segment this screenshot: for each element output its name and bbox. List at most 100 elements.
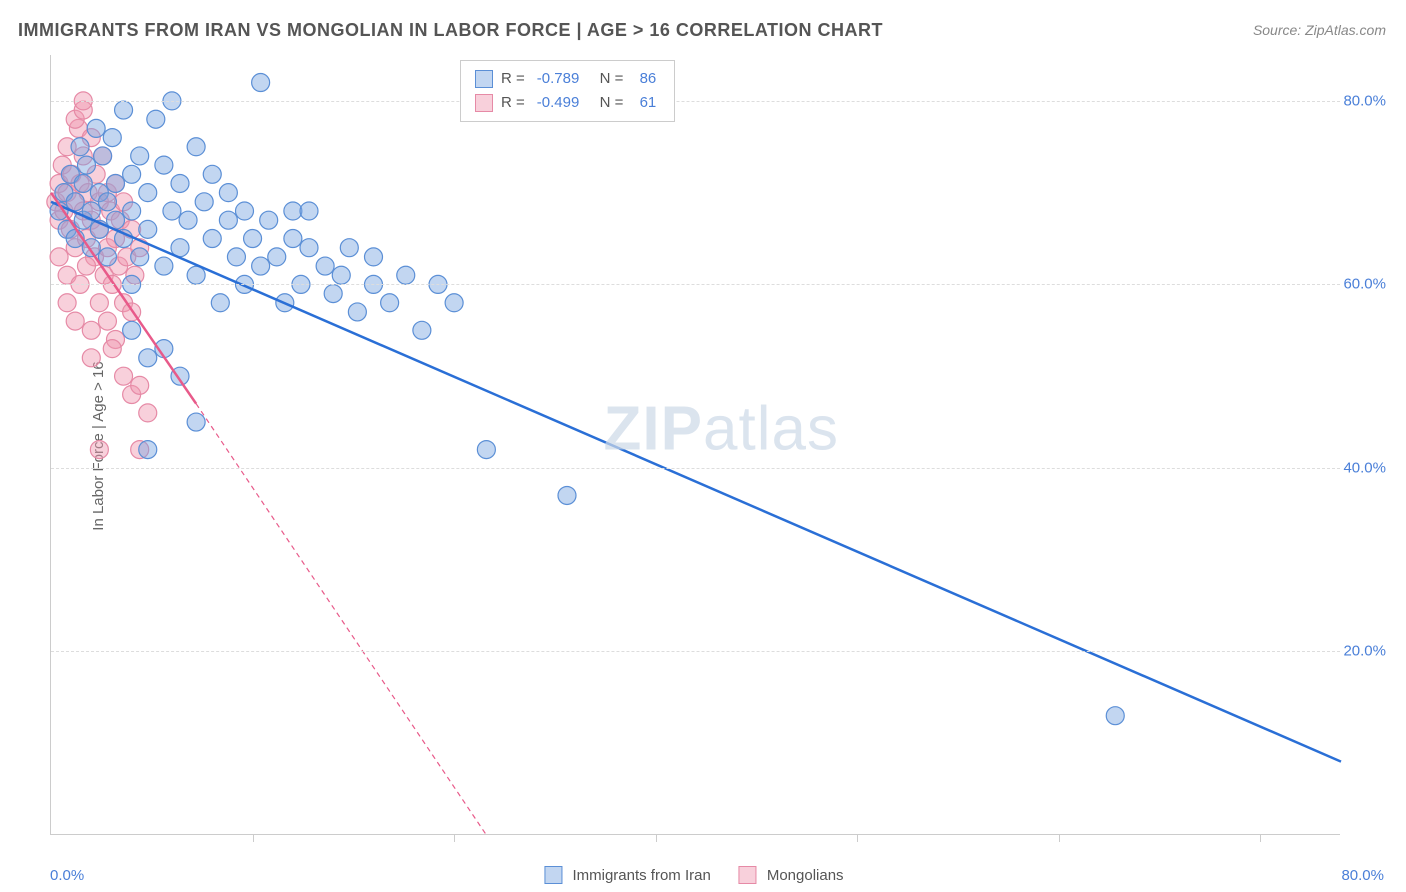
y-tick-label: 40.0% — [1343, 459, 1386, 476]
legend-swatch — [739, 866, 757, 884]
scatter-point — [203, 230, 221, 248]
scatter-point — [179, 211, 197, 229]
scatter-point — [77, 156, 95, 174]
scatter-point — [98, 248, 116, 266]
scatter-point — [211, 294, 229, 312]
x-axis-max-label: 80.0% — [1341, 867, 1384, 884]
x-tick — [253, 834, 254, 842]
scatter-point — [131, 248, 149, 266]
scatter-point — [324, 285, 342, 303]
scatter-point — [244, 230, 262, 248]
scatter-point — [300, 202, 318, 220]
legend-r-label: R = — [501, 91, 525, 115]
scatter-svg — [51, 55, 1341, 835]
scatter-point — [219, 184, 237, 202]
y-tick-label: 80.0% — [1343, 92, 1386, 109]
scatter-point — [87, 119, 105, 137]
scatter-point — [284, 230, 302, 248]
legend-row: R = -0.499 N = 61 — [475, 91, 660, 115]
scatter-point — [131, 376, 149, 394]
scatter-point — [163, 202, 181, 220]
scatter-point — [252, 257, 270, 275]
scatter-point — [381, 294, 399, 312]
grid-line — [51, 651, 1340, 652]
scatter-point — [123, 202, 141, 220]
trend-line — [51, 202, 1341, 762]
scatter-point — [103, 340, 121, 358]
scatter-point — [558, 486, 576, 504]
legend-swatch — [544, 866, 562, 884]
scatter-point — [365, 248, 383, 266]
scatter-point — [139, 220, 157, 238]
scatter-point — [227, 248, 245, 266]
x-tick — [454, 834, 455, 842]
scatter-point — [90, 441, 108, 459]
scatter-point — [74, 174, 92, 192]
legend-row: R = -0.789 N = 86 — [475, 67, 660, 91]
scatter-point — [252, 74, 270, 92]
scatter-point — [219, 211, 237, 229]
scatter-point — [94, 147, 112, 165]
scatter-point — [1106, 707, 1124, 725]
scatter-point — [236, 202, 254, 220]
scatter-point — [340, 239, 358, 257]
scatter-point — [268, 248, 286, 266]
scatter-point — [98, 193, 116, 211]
scatter-point — [397, 266, 415, 284]
scatter-point — [477, 441, 495, 459]
source-attribution: Source: ZipAtlas.com — [1253, 22, 1386, 38]
scatter-point — [103, 129, 121, 147]
scatter-point — [203, 165, 221, 183]
scatter-point — [98, 312, 116, 330]
legend-n-value: 61 — [635, 91, 656, 115]
x-tick — [1260, 834, 1261, 842]
scatter-point — [139, 184, 157, 202]
scatter-point — [147, 110, 165, 128]
y-tick-label: 60.0% — [1343, 276, 1386, 293]
correlation-legend: R = -0.789 N = 86 R = -0.499 N = 61 — [460, 60, 675, 122]
scatter-point — [77, 257, 95, 275]
scatter-point — [187, 138, 205, 156]
scatter-point — [82, 321, 100, 339]
legend-n-label: N = — [591, 91, 623, 115]
scatter-point — [195, 193, 213, 211]
chart-plot-area: ZIPatlas — [50, 55, 1340, 835]
legend-n-label: N = — [591, 67, 623, 91]
scatter-point — [445, 294, 463, 312]
scatter-point — [123, 165, 141, 183]
x-tick — [857, 834, 858, 842]
scatter-point — [300, 239, 318, 257]
legend-swatch — [475, 94, 493, 112]
scatter-point — [187, 266, 205, 284]
scatter-point — [139, 404, 157, 422]
scatter-point — [348, 303, 366, 321]
scatter-point — [58, 294, 76, 312]
x-tick — [1059, 834, 1060, 842]
scatter-point — [131, 147, 149, 165]
scatter-point — [50, 248, 68, 266]
series-legend: Immigrants from IranMongolians — [544, 866, 861, 884]
scatter-point — [413, 321, 431, 339]
scatter-point — [107, 174, 125, 192]
grid-line — [51, 468, 1340, 469]
grid-line — [51, 101, 1340, 102]
legend-r-value: -0.499 — [537, 91, 580, 115]
grid-line — [51, 284, 1340, 285]
scatter-point — [115, 367, 133, 385]
x-tick — [656, 834, 657, 842]
legend-r-value: -0.789 — [537, 67, 580, 91]
scatter-point — [82, 349, 100, 367]
scatter-point — [90, 294, 108, 312]
scatter-point — [123, 321, 141, 339]
legend-n-value: 86 — [635, 67, 656, 91]
scatter-point — [187, 413, 205, 431]
scatter-point — [139, 441, 157, 459]
legend-r-label: R = — [501, 67, 525, 91]
scatter-point — [71, 138, 89, 156]
scatter-point — [115, 101, 133, 119]
legend-label: Immigrants from Iran — [572, 867, 710, 884]
scatter-point — [260, 211, 278, 229]
scatter-point — [139, 349, 157, 367]
scatter-point — [66, 312, 84, 330]
legend-swatch — [475, 70, 493, 88]
